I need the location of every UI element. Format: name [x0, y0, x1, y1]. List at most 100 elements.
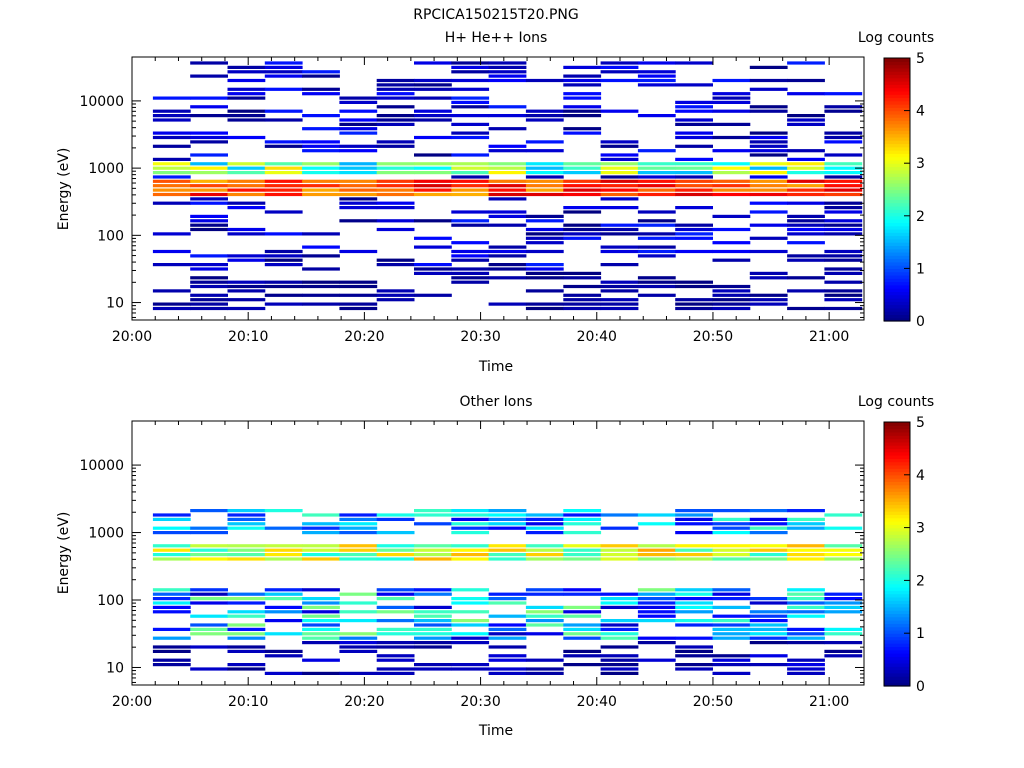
heatmap-cell — [563, 92, 602, 96]
heatmap-cell — [264, 588, 303, 592]
heatmap-cell — [488, 105, 527, 109]
heatmap-cell — [525, 588, 564, 592]
heatmap-cell — [152, 592, 191, 596]
heatmap-cell — [824, 171, 863, 175]
heatmap-cell — [488, 74, 527, 78]
heatmap-cell — [302, 74, 340, 78]
colorbar-segment — [884, 461, 910, 466]
heatmap-cell — [339, 162, 378, 166]
heatmap-cell — [637, 597, 676, 601]
heatmap-cell — [302, 605, 340, 609]
heatmap-cell — [824, 513, 863, 517]
heatmap-cell — [264, 263, 303, 267]
heatmap-cell — [787, 184, 825, 188]
heatmap-cell — [637, 179, 676, 183]
heatmap-cell — [451, 632, 490, 636]
heatmap-cell — [637, 548, 676, 552]
heatmap-cell — [152, 179, 191, 183]
heatmap-cell — [152, 663, 191, 667]
heatmap-cell — [824, 592, 863, 596]
heatmap-cell — [637, 223, 676, 227]
heatmap-cell — [600, 175, 639, 179]
heatmap-cell — [675, 109, 713, 113]
heatmap-cell — [488, 623, 527, 627]
heatmap-cell — [227, 114, 266, 118]
heatmap-cell — [339, 526, 378, 530]
heatmap-cell — [787, 522, 825, 526]
colorbar-segment — [884, 636, 910, 641]
heatmap-cell — [264, 144, 303, 148]
colorbar-segment — [884, 209, 910, 214]
heatmap-cell — [675, 544, 713, 548]
heatmap-cell — [600, 166, 639, 170]
heatmap-cell — [227, 258, 266, 262]
heatmap-cell — [264, 118, 303, 122]
heatmap-cell — [339, 100, 378, 104]
heatmap-cell — [376, 605, 415, 609]
heatmap-cell — [675, 605, 713, 609]
heatmap-cell — [339, 619, 378, 623]
heatmap-cell — [227, 78, 266, 83]
heatmap-cell — [227, 517, 266, 521]
heatmap-cell — [302, 114, 340, 118]
heatmap-cell — [264, 557, 303, 561]
heatmap-cell — [488, 517, 527, 521]
heatmap-cell — [302, 149, 340, 153]
colorbar-segment — [884, 567, 910, 572]
heatmap-cell — [488, 254, 527, 258]
heatmap-cell — [637, 249, 676, 254]
heatmap-cell — [787, 114, 825, 118]
heatmap-cell — [600, 658, 639, 662]
colorbar-segment — [884, 104, 910, 108]
heatmap-cell — [227, 232, 266, 236]
heatmap-cell — [264, 109, 303, 113]
heatmap-cell — [600, 671, 639, 675]
heatmap-cell — [637, 280, 676, 284]
heatmap-cell — [712, 592, 751, 596]
colorbar-frame — [883, 57, 911, 322]
heatmap-cell — [525, 302, 564, 306]
x-tick-label: 20:20 — [344, 694, 384, 710]
heatmap-cell — [451, 166, 490, 170]
heatmap-cell — [152, 636, 191, 640]
heatmap-cell — [675, 118, 713, 122]
heatmap-cell — [451, 131, 490, 135]
heatmap-cell — [152, 157, 191, 161]
heatmap-cell — [190, 544, 228, 548]
heatmap-cell — [376, 619, 415, 623]
heatmap-cell — [824, 627, 863, 631]
heatmap-cell — [302, 179, 340, 183]
heatmap-cell — [637, 553, 676, 557]
heatmap-cell — [824, 306, 863, 311]
heatmap-cell — [787, 258, 825, 262]
heatmap-cell — [488, 188, 527, 192]
heatmap-cell — [749, 636, 788, 640]
colorbar-segment — [884, 242, 910, 246]
heatmap-cell — [376, 140, 415, 144]
heatmap-cell — [824, 179, 863, 183]
heatmap-cell — [563, 517, 602, 521]
heatmap-cell — [264, 87, 303, 91]
heatmap-cell — [264, 162, 303, 166]
heatmap-cell — [227, 632, 266, 636]
heatmap-cell — [376, 144, 415, 148]
colorbar-segment — [884, 682, 910, 687]
heatmap-cell — [190, 548, 228, 552]
x-axis-label: Time — [478, 359, 513, 375]
heatmap-cell — [637, 188, 676, 192]
heatmap-cell — [190, 302, 228, 306]
colorbar-segment — [884, 629, 910, 634]
heatmap-cell — [451, 517, 490, 521]
heatmap-cell — [414, 83, 452, 87]
heatmap-cell — [600, 544, 639, 548]
heatmap-cell — [675, 649, 713, 653]
heatmap-cell — [152, 597, 191, 601]
heatmap-cell — [227, 601, 266, 605]
heatmap-cell — [563, 271, 602, 275]
panel-title: H+ He++ Ions — [445, 30, 548, 46]
heatmap-cell — [376, 122, 415, 126]
colorbar-segment — [884, 258, 910, 263]
heatmap-cell — [787, 61, 825, 65]
colorbar-segment — [884, 156, 910, 161]
heatmap-cell — [302, 544, 340, 548]
